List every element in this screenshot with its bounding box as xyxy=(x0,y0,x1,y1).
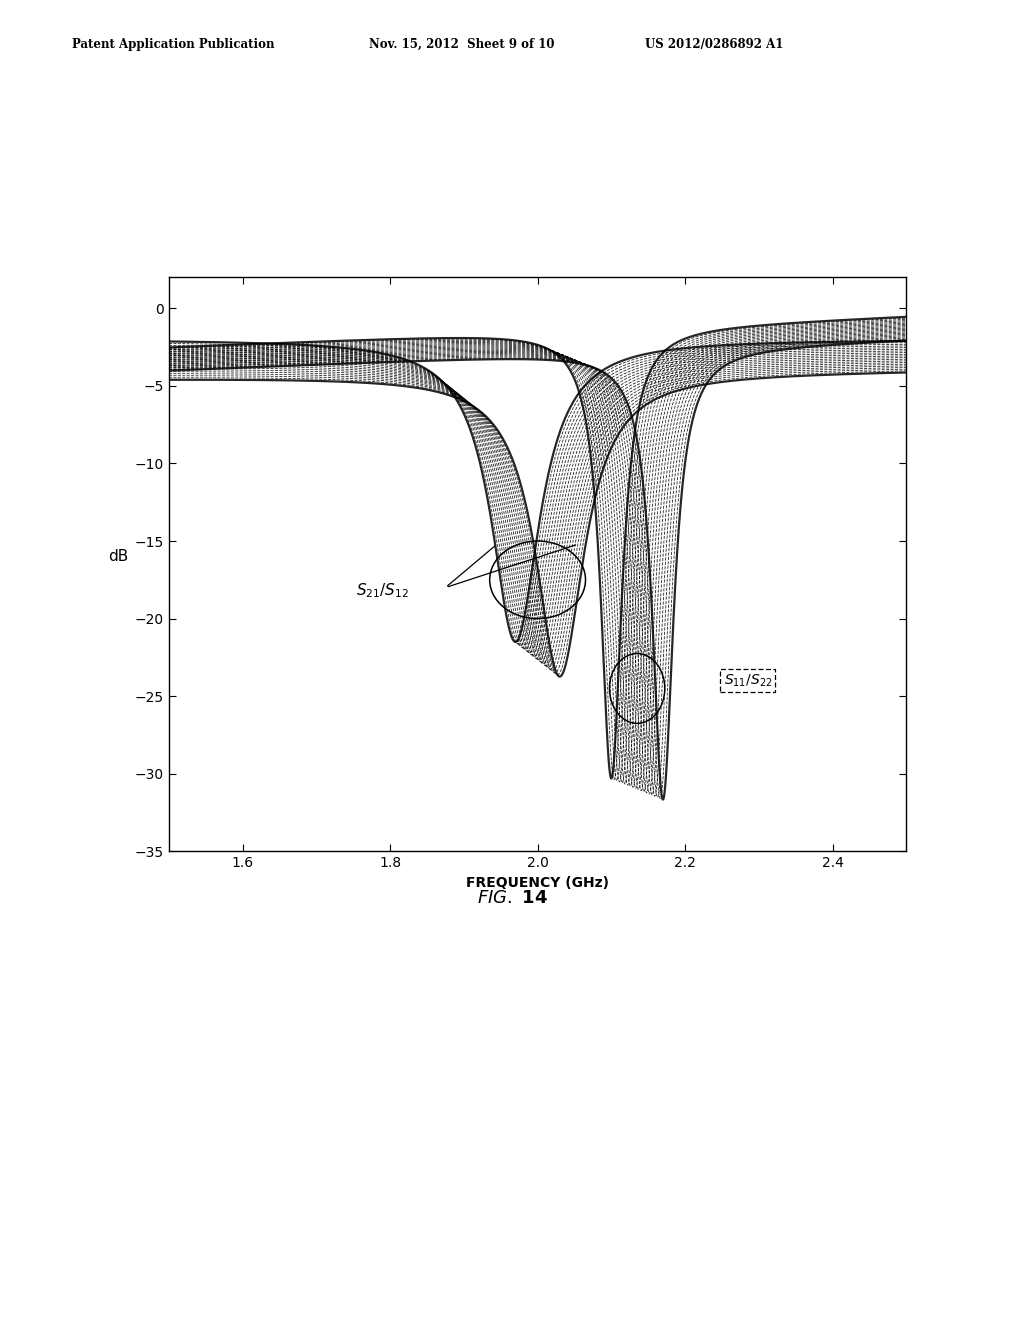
Text: Nov. 15, 2012  Sheet 9 of 10: Nov. 15, 2012 Sheet 9 of 10 xyxy=(369,37,554,50)
Text: $S_{11}/S_{22}$: $S_{11}/S_{22}$ xyxy=(724,672,772,689)
Y-axis label: dB: dB xyxy=(109,549,128,565)
X-axis label: FREQUENCY (GHz): FREQUENCY (GHz) xyxy=(466,875,609,890)
Text: Patent Application Publication: Patent Application Publication xyxy=(72,37,274,50)
Text: $S_{21}/S_{12}$: $S_{21}/S_{12}$ xyxy=(356,581,410,601)
Text: $FIG.\ \mathbf{14}$: $FIG.\ \mathbf{14}$ xyxy=(476,888,548,907)
Text: US 2012/0286892 A1: US 2012/0286892 A1 xyxy=(645,37,783,50)
